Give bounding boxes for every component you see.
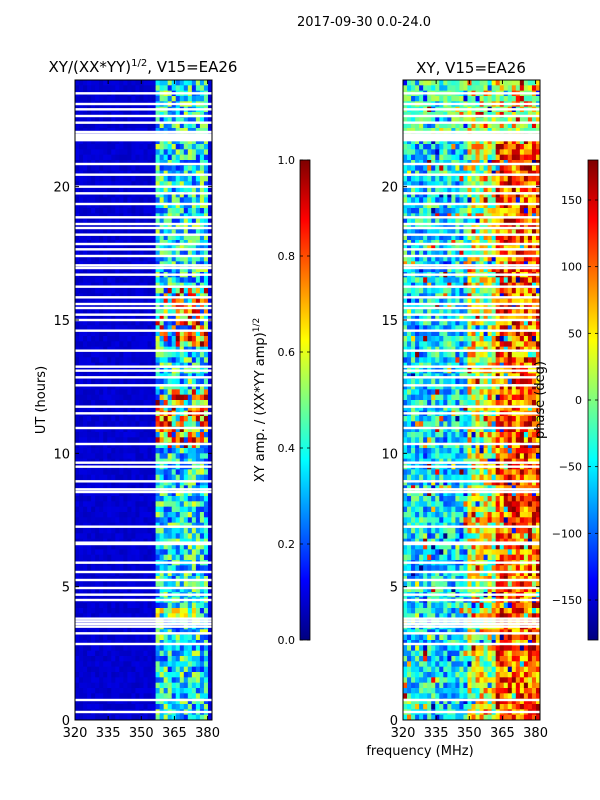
right-colorbar-tick-label: 100 bbox=[561, 261, 582, 274]
left-heatmap bbox=[75, 80, 212, 720]
right-ytick-label: 0 bbox=[390, 714, 398, 729]
left-title-sup: 1/2 bbox=[131, 58, 147, 69]
left-title-rest: , V15=EA26 bbox=[147, 58, 237, 76]
left-xtick-label: 380 bbox=[195, 726, 220, 741]
right-colorbar-tick-label: −150 bbox=[552, 594, 582, 607]
right-plot-frame bbox=[402, 79, 541, 721]
figure-suptitle: 2017-09-30 0.0-24.0 bbox=[297, 15, 431, 30]
left-colorbar bbox=[299, 159, 311, 641]
right-colorbar-ticks: −150 −100 −50 0 50 100 150 bbox=[552, 194, 598, 607]
right-colorbar-tick-label: −50 bbox=[559, 461, 582, 474]
left-colorbar-tick-label: 0.4 bbox=[278, 442, 296, 455]
left-colorbar-tick-label: 0.6 bbox=[278, 346, 296, 359]
right-colorbar-tick-label: 150 bbox=[561, 194, 582, 207]
x-axis-label: frequency (MHz) bbox=[366, 744, 473, 759]
right-xtick-label: 350 bbox=[457, 726, 482, 741]
right-title: XY, V15=EA26 bbox=[416, 59, 526, 77]
right-xtick-label: 365 bbox=[490, 726, 515, 741]
left-ytick-label: 5 bbox=[62, 581, 70, 596]
left-xtick-label: 320 bbox=[63, 726, 88, 741]
right-heatmap bbox=[403, 80, 540, 720]
left-title-main: XY/(XX*YY) bbox=[49, 58, 132, 76]
left-colorbar-tick-label: 1.0 bbox=[278, 154, 296, 167]
left-title: XY/(XX*YY)1/2, V15=EA26 bbox=[49, 58, 238, 76]
right-ytick-label: 20 bbox=[381, 181, 398, 196]
left-xtick-label: 365 bbox=[162, 726, 187, 741]
right-ytick-label: 5 bbox=[390, 581, 398, 596]
left-plot-frame bbox=[74, 79, 213, 721]
right-axes: 320 335 350 365 380 0 5 10 15 20 bbox=[381, 80, 548, 741]
left-colorbar-label-main: XY amp. / (XX*YY amp) bbox=[253, 332, 268, 482]
left-colorbar-ticks: 0.0 0.2 0.4 0.6 0.8 1.0 bbox=[278, 154, 310, 647]
left-ytick-label: 10 bbox=[53, 447, 70, 462]
left-ytick-label: 20 bbox=[53, 181, 70, 196]
right-xtick-label: 320 bbox=[391, 726, 416, 741]
right-colorbar-tick-label: 50 bbox=[568, 327, 582, 340]
right-ytick-label: 15 bbox=[381, 314, 398, 329]
left-colorbar-tick-label: 0.8 bbox=[278, 250, 296, 263]
left-colorbar-tick-label: 0.2 bbox=[278, 538, 296, 551]
right-colorbar-tick-label: 0 bbox=[575, 394, 582, 407]
right-ytick-label: 10 bbox=[381, 447, 398, 462]
right-colorbar-label: phase (deg) bbox=[533, 361, 548, 439]
left-xtick-label: 350 bbox=[129, 726, 154, 741]
y-axis-label: UT (hours) bbox=[34, 366, 49, 434]
left-ytick-label: 0 bbox=[62, 714, 70, 729]
right-xtick-label: 380 bbox=[523, 726, 548, 741]
left-ytick-label: 15 bbox=[53, 314, 70, 329]
left-axes: 320 335 350 365 380 0 5 10 15 20 bbox=[53, 80, 220, 741]
left-xtick-label: 335 bbox=[96, 726, 121, 741]
right-colorbar-tick-label: −100 bbox=[552, 527, 582, 540]
left-colorbar-tick-label: 0.0 bbox=[278, 634, 296, 647]
right-xtick-label: 335 bbox=[424, 726, 449, 741]
left-colorbar-label-sup: 1/2 bbox=[252, 318, 262, 332]
left-colorbar-label: XY amp. / (XX*YY amp)1/2 bbox=[252, 318, 268, 482]
